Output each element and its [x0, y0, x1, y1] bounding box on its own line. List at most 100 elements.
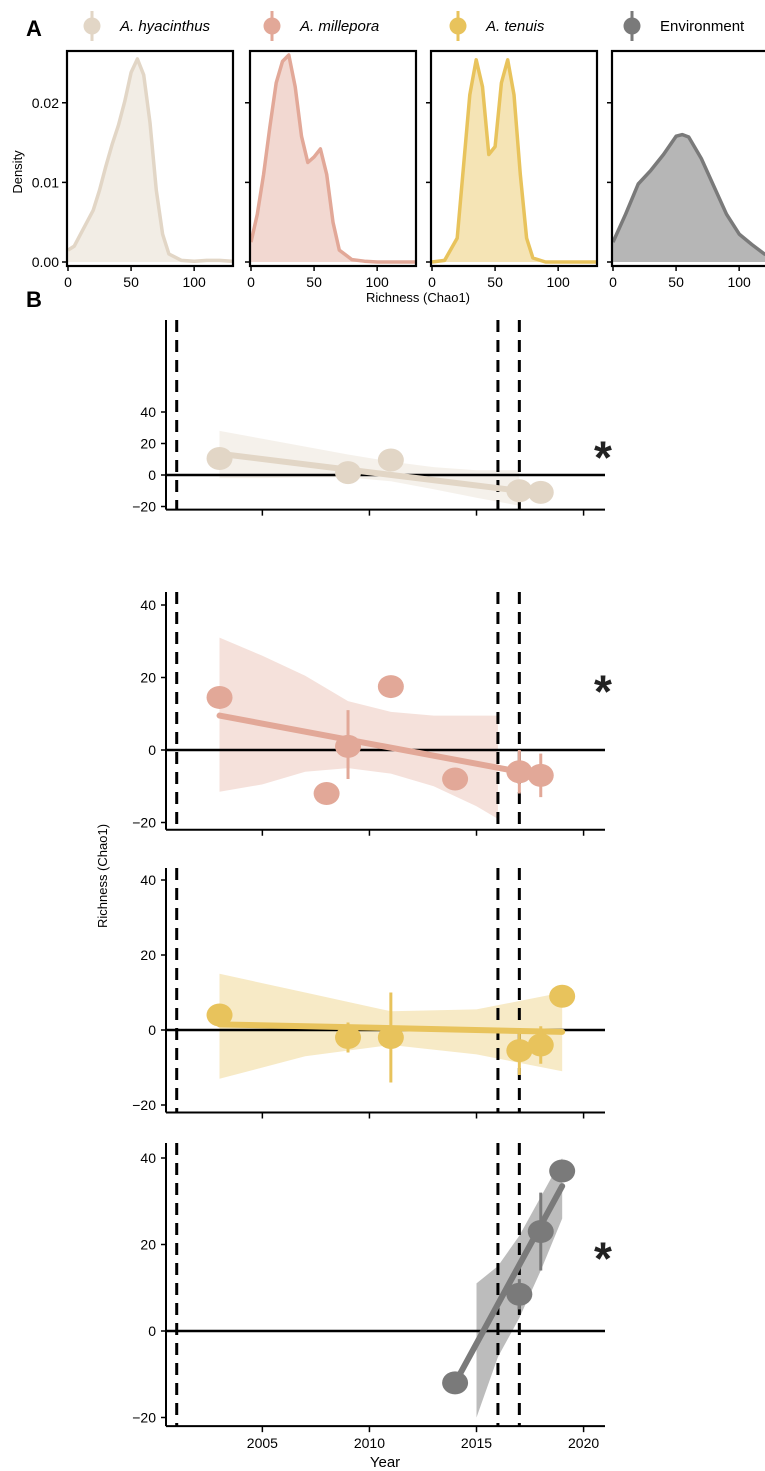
density-panel-environment: 0 50 100: [607, 49, 765, 290]
y-tick-label: −20: [132, 499, 156, 515]
density-x-axis-title: Richness (Chao1): [366, 290, 470, 305]
density-curve-a-tenuis: [431, 58, 596, 264]
density-ytick-label: 0.01: [32, 174, 59, 190]
y-tick-label: 20: [140, 670, 156, 686]
significance-star-environment: *: [594, 1233, 612, 1285]
density-xtick-label: 50: [487, 274, 503, 290]
y-tick-label: 0: [148, 742, 156, 758]
data-point-a-millepora: [527, 763, 554, 787]
density-area-a-hyacinthus: [68, 59, 232, 262]
y-tick-label: 20: [140, 947, 156, 963]
fit-line-a-millepora: [216, 712, 523, 775]
y-tick-label: 40: [140, 1150, 156, 1166]
density-frame-a-tenuis: [429, 49, 599, 268]
legend-label-a-millepora: A. millepora: [299, 18, 379, 35]
x-tick-label: 2020: [568, 1435, 599, 1451]
data-point-environment: [527, 1220, 554, 1244]
density-ytick-label: 0.00: [32, 254, 59, 270]
confidence-band-a-millepora: [219, 637, 498, 819]
richness-panel-environment: −20 0 20 40 2005 2010 2015 2020 *: [132, 1143, 612, 1451]
legend-key-a-millepora: [263, 17, 281, 35]
panel-b-label: B: [26, 287, 42, 312]
density-xtick-label: 50: [306, 274, 322, 290]
y-tick-label: −20: [132, 1097, 156, 1113]
significance-star-a-millepora: *: [594, 666, 612, 718]
richness-panel-a-hyacinthus: −20 0 20 40 *: [132, 320, 612, 516]
significance-star-a-hyacinthus: *: [594, 432, 612, 484]
y-tick-label: 40: [140, 597, 156, 613]
data-point-a-tenuis: [206, 1003, 233, 1027]
data-point-a-tenuis: [377, 1026, 404, 1049]
legend-label-environment: Environment: [660, 18, 745, 35]
data-point-a-tenuis: [506, 1039, 533, 1063]
density-xtick-label: 0: [247, 274, 255, 290]
density-xtick-label: 0: [609, 274, 617, 290]
density-frame-a-millepora: [248, 49, 418, 268]
data-point-environment: [442, 1371, 469, 1395]
richness-y-axis-title: Richness (Chao1): [95, 824, 110, 928]
y-tick-label: 20: [140, 1237, 156, 1253]
data-point-a-tenuis: [549, 984, 576, 1008]
density-xtick-label: 50: [668, 274, 684, 290]
density-xtick-label: 100: [546, 274, 570, 290]
legend-key-a-hyacinthus: [83, 17, 101, 35]
fit-line-environment: [452, 1183, 566, 1386]
richness-panel-a-tenuis: −20 0 20 40: [132, 868, 605, 1119]
density-panel-a-tenuis: 0 50 100: [426, 49, 599, 290]
y-tick-label: 0: [148, 1022, 156, 1038]
data-point-a-hyacinthus: [377, 448, 404, 472]
density-area-a-millepora: [251, 55, 415, 262]
density-xtick-label: 100: [727, 274, 751, 290]
data-point-a-hyacinthus: [506, 479, 533, 503]
data-point-environment: [549, 1159, 576, 1183]
density-panels: 0.00 0.01 0.02 0 50 100 0 50 100 0 50 100 0 50 100: [32, 49, 765, 290]
density-frame-environment: [610, 49, 765, 268]
legend-key-a-tenuis: [449, 17, 467, 35]
data-point-a-millepora: [313, 782, 340, 805]
density-curve-a-hyacinthus: [67, 57, 233, 263]
density-xtick-label: 100: [365, 274, 389, 290]
y-tick-label: 0: [148, 1323, 156, 1339]
x-tick-label: 2005: [247, 1435, 278, 1451]
density-y-axis-title: Density: [10, 150, 25, 194]
fit-line-a-hyacinthus: [216, 450, 523, 494]
data-point-a-millepora: [335, 734, 362, 758]
year-x-axis-title: Year: [370, 1454, 400, 1471]
richness-panel-a-millepora: −20 0 20 40 *: [132, 592, 612, 836]
y-tick-label: −20: [132, 815, 156, 831]
data-point-a-millepora: [377, 675, 404, 699]
data-point-a-hyacinthus: [335, 461, 362, 485]
density-xtick-label: 50: [123, 274, 139, 290]
density-panel-a-hyacinthus: 0.00 0.01 0.02 0 50 100: [32, 49, 235, 290]
timeseries-panels: −20 0 20 40 * −20 0 20 40 * −20 0 20 40 −20 0 20 40 2005 20…: [132, 320, 612, 1451]
y-tick-label: 40: [140, 872, 156, 888]
data-point-a-millepora: [206, 685, 233, 709]
density-xtick-label: 100: [182, 274, 206, 290]
density-area-environment: [613, 134, 765, 262]
density-curve-environment: [611, 132, 765, 257]
data-point-a-tenuis: [527, 1033, 554, 1057]
legend-label-a-hyacinthus: A. hyacinthus: [119, 18, 211, 35]
density-panel-a-millepora: 0 50 100: [245, 49, 418, 290]
panel-a-label: A: [26, 16, 42, 41]
data-point-a-hyacinthus: [206, 446, 233, 470]
data-point-a-millepora: [506, 760, 533, 784]
density-frame-a-hyacinthus: [65, 49, 235, 268]
density-ytick-label: 0.02: [32, 95, 59, 111]
confidence-band-a-hyacinthus: [219, 430, 520, 506]
y-tick-label: 0: [148, 467, 156, 483]
data-point-a-tenuis: [335, 1026, 362, 1049]
density-curve-a-millepora: [249, 53, 415, 264]
x-tick-label: 2010: [354, 1435, 385, 1451]
y-tick-label: −20: [132, 1410, 156, 1426]
density-xtick-label: 0: [428, 274, 436, 290]
density-area-a-tenuis: [432, 59, 596, 262]
y-tick-label: 40: [140, 404, 156, 420]
legend-label-a-tenuis: A. tenuis: [485, 18, 545, 35]
data-point-a-hyacinthus: [527, 480, 554, 504]
data-point-a-millepora: [442, 767, 469, 791]
legend: A. hyacinthus A. millepora A. tenuis Enviro…: [83, 11, 745, 41]
legend-key-environment: [623, 17, 641, 35]
density-xtick-label: 0: [64, 274, 72, 290]
